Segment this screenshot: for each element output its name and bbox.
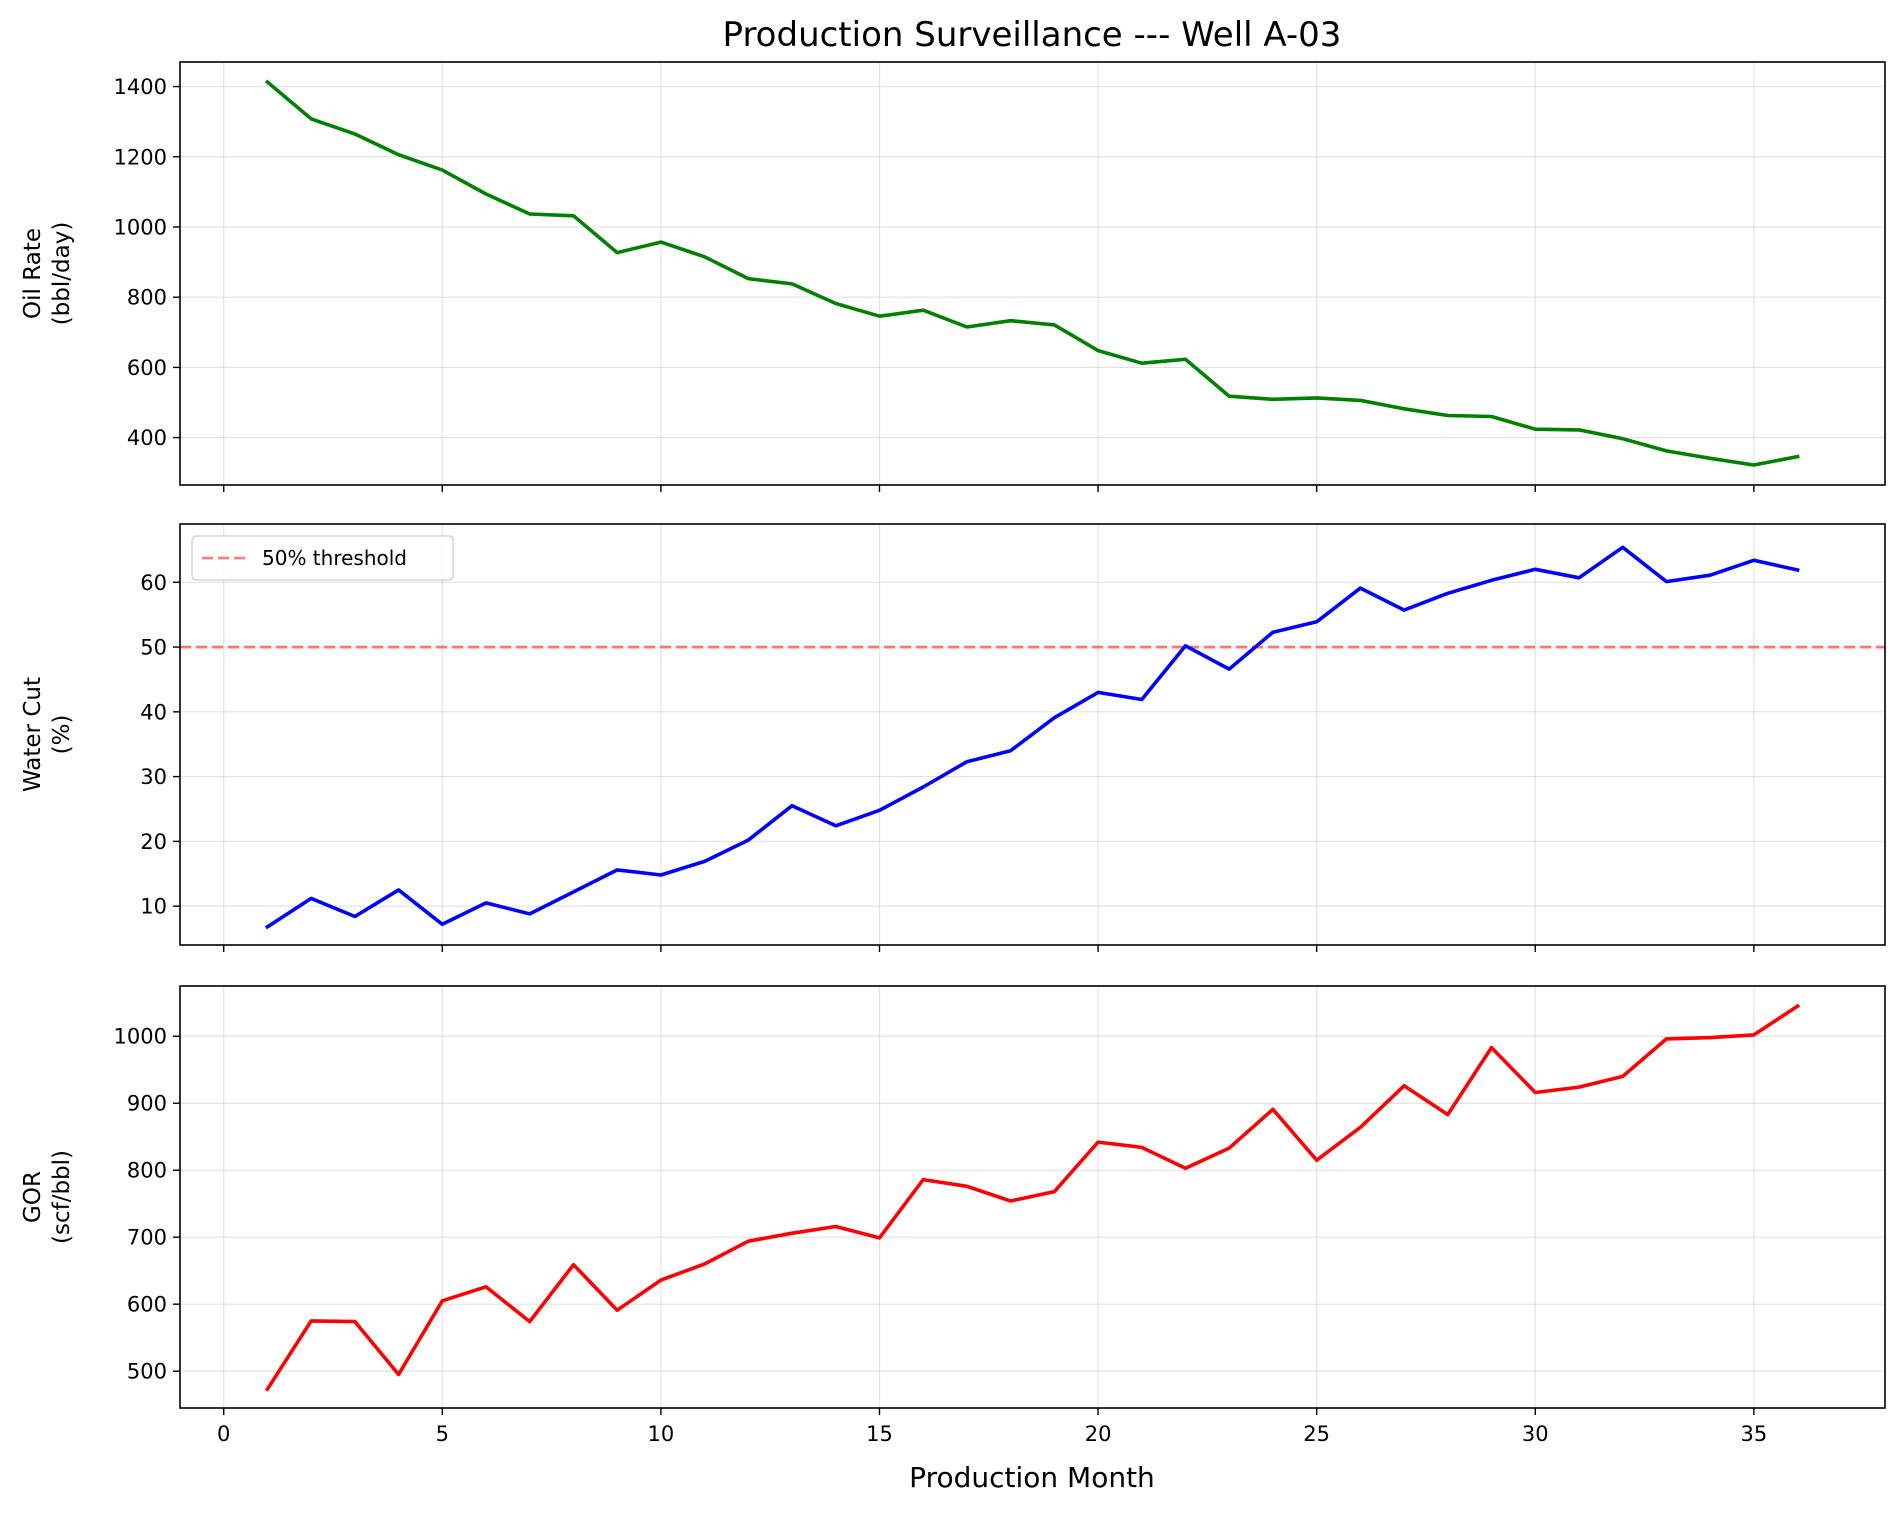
legend-label: 50% threshold bbox=[262, 546, 407, 570]
axes-frame bbox=[179, 985, 1886, 1409]
y-tick-label: 1400 bbox=[114, 75, 167, 99]
y-tick-label: 700 bbox=[127, 1226, 167, 1250]
legend: 50% threshold bbox=[191, 535, 454, 581]
y-tick-label: 500 bbox=[127, 1360, 167, 1384]
y-axis-label-line2: (%) bbox=[49, 715, 75, 755]
y-tick-label: 400 bbox=[127, 426, 167, 450]
oil-series-line bbox=[264, 79, 1800, 467]
y-axis-label-line1: GOR bbox=[20, 1171, 46, 1223]
x-tick-label: 0 bbox=[217, 1422, 230, 1446]
x-axis-label: Production Month bbox=[909, 1461, 1155, 1494]
x-tick-label: 10 bbox=[648, 1422, 675, 1446]
y-tick-label: 600 bbox=[127, 356, 167, 380]
y-axis-label-line2: (bbl/day) bbox=[49, 222, 75, 326]
subplot-oil: 400 600 800 1000 1200 1400 Oil Rate (bbl/day) bbox=[20, 61, 1886, 492]
y-tick-label: 50 bbox=[140, 636, 167, 660]
chart-title: Production Surveillance --- Well A-03 bbox=[723, 15, 1342, 55]
y-tick-label: 600 bbox=[127, 1293, 167, 1317]
y-tick-label: 900 bbox=[127, 1092, 167, 1116]
y-tick-label: 800 bbox=[127, 286, 167, 310]
legend-box bbox=[191, 535, 454, 581]
y-tick-label: 1000 bbox=[114, 215, 167, 239]
y-axis-label-line2: (scf/bbl) bbox=[49, 1150, 75, 1244]
gor-series-line bbox=[264, 1003, 1801, 1392]
y-tick-label: 30 bbox=[140, 765, 167, 789]
x-tick-label: 20 bbox=[1085, 1422, 1112, 1446]
x-tick-label: 5 bbox=[436, 1422, 449, 1446]
y-tick-label: 1200 bbox=[114, 145, 167, 169]
x-tick-label: 25 bbox=[1303, 1422, 1330, 1446]
x-tick-label: 15 bbox=[866, 1422, 893, 1446]
y-axis-label: Oil Rate (bbl/day) bbox=[20, 222, 75, 326]
y-tick-label: 20 bbox=[140, 830, 167, 854]
y-tick-label: 800 bbox=[127, 1159, 167, 1183]
water-series-line bbox=[264, 545, 1800, 930]
y-tick-label: 1000 bbox=[114, 1025, 167, 1049]
y-axis-label-line1: Water Cut bbox=[20, 677, 46, 792]
x-tick-label: 35 bbox=[1740, 1422, 1767, 1446]
y-axis-label-line1: Oil Rate bbox=[20, 228, 46, 319]
y-tick-label: 60 bbox=[140, 571, 167, 595]
y-tick-label: 10 bbox=[140, 895, 167, 919]
x-tick-label: 30 bbox=[1522, 1422, 1549, 1446]
y-axis-label: Water Cut (%) bbox=[20, 677, 75, 792]
subplot-gor: 500 600 700 800 900 1000 0 5 10 15 20 25 30 35 GOR (scf… bbox=[20, 985, 1886, 1446]
subplot-water: 10 20 30 40 50 60 Water Cut (%) 50% threshold bbox=[20, 523, 1886, 952]
axes-frame bbox=[179, 61, 1886, 486]
y-axis-label: GOR (scf/bbl) bbox=[20, 1150, 75, 1244]
y-tick-label: 40 bbox=[140, 700, 167, 724]
axes-frame bbox=[179, 523, 1886, 946]
